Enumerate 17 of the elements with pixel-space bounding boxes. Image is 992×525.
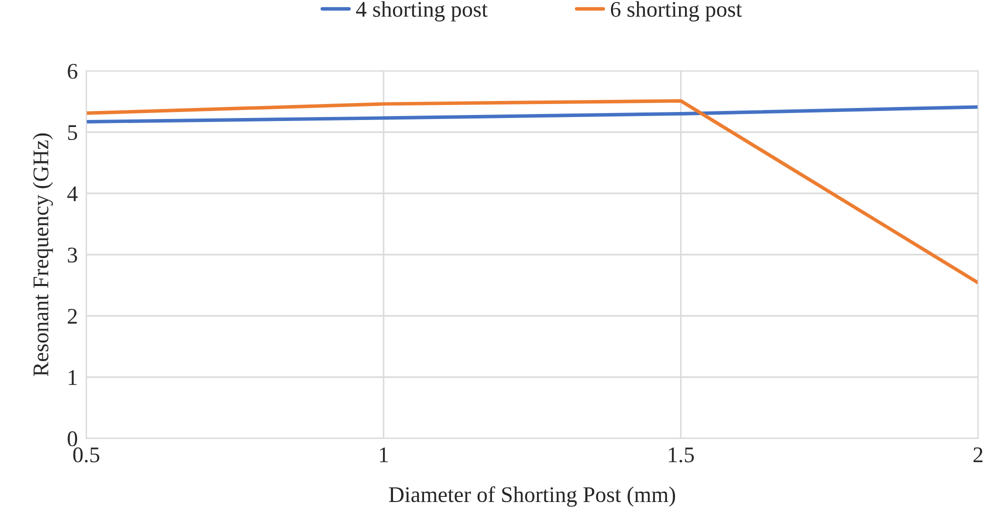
y-tick-label: 5 [68,125,78,140]
y-tick-label: 0 [68,431,78,446]
y-tick-label: 1 [68,370,77,385]
y-tick-label: 3 [68,248,78,263]
y-tick-label: 4 [67,186,78,202]
line-series [86,105,978,124]
legend-label: 4 shorting post [356,1,488,22]
y-tick-label: 6 [68,64,78,79]
x-axis-title: Diameter of Shorting Post (mm) [389,486,676,507]
y-tick-label: 2 [68,308,77,324]
x-tick-label: 2 [974,447,982,462]
x-tick-label: 1 [380,447,388,462]
legend-label: 6 shorting post [610,1,742,22]
x-tick-label: 1.5 [668,447,694,462]
line-series [86,99,978,285]
x-tick-label: 0.5 [73,447,100,462]
y-axis-title: Resonant Frequency (GHz) [32,133,53,376]
